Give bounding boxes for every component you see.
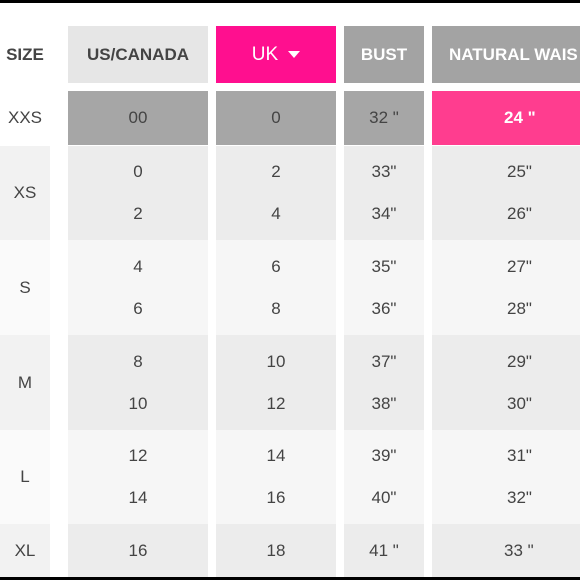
header-row: SIZE US/CANADA UK BUST NATURAL WAIS (0, 26, 580, 83)
size-label: M (0, 335, 50, 430)
waist-value-highlighted: 24 " (432, 91, 580, 145)
waist-values: 25" 26" (432, 146, 580, 240)
table-row: M 8 10 10 12 37" 38" 29" 30" (0, 335, 580, 430)
header-uk-label: UK (251, 43, 279, 65)
size-label: L (0, 430, 50, 524)
bust-values: 35" 36" (344, 240, 424, 335)
size-label: XL (0, 524, 50, 577)
bust-values: 33" 34" (344, 146, 424, 240)
table-row: L 12 14 14 16 39" 40" 31" 32" (0, 430, 580, 524)
table-row: XL 16 18 41 " 33 " (0, 524, 580, 577)
header-us-canada: US/CANADA (68, 26, 208, 83)
bust-value: 32 " (344, 91, 424, 145)
size-label: S (0, 240, 50, 335)
waist-value: 33 " (432, 524, 580, 577)
size-label: XS (0, 146, 50, 240)
uk-values: 14 16 (216, 430, 336, 524)
us-value: 00 (68, 91, 208, 145)
size-chart: SIZE US/CANADA UK BUST NATURAL WAIS XXS … (0, 3, 580, 577)
header-size: SIZE (6, 44, 44, 64)
caret-down-icon (288, 51, 301, 58)
bust-values: 39" 40" (344, 430, 424, 524)
header-natural-waist: NATURAL WAIS (432, 26, 580, 83)
uk-dropdown-button[interactable]: UK (216, 26, 336, 83)
waist-values: 29" 30" (432, 335, 580, 430)
us-values: 8 10 (68, 335, 208, 430)
bust-values: 37" 38" (344, 335, 424, 430)
waist-values: 27" 28" (432, 240, 580, 335)
uk-values: 10 12 (216, 335, 336, 430)
bust-value: 41 " (344, 524, 424, 577)
uk-value: 0 (216, 91, 336, 145)
size-label: XXS (0, 91, 50, 145)
header-bust: BUST (344, 26, 424, 83)
uk-value: 18 (216, 524, 336, 577)
us-values: 12 14 (68, 430, 208, 524)
table-row: XXS 00 0 32 " 24 " (0, 91, 580, 145)
us-value: 16 (68, 524, 208, 577)
waist-values: 31" 32" (432, 430, 580, 524)
